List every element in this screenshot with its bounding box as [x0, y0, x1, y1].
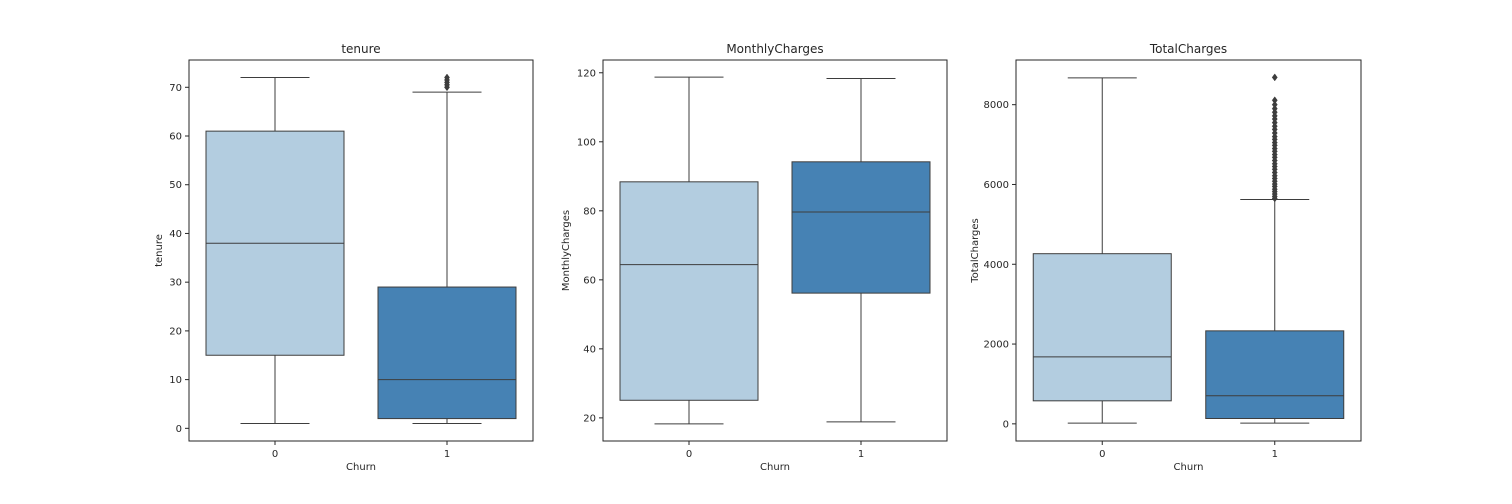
box-1 [791, 77, 931, 423]
x-tick-label: 1 [1272, 449, 1278, 460]
iqr-box [377, 286, 517, 420]
outlier-point [444, 73, 450, 82]
plot-frame [1015, 59, 1362, 442]
y-tick-label: 20 [169, 326, 182, 337]
y-tick-label: 4000 [984, 260, 1009, 271]
x-tick-label: 1 [858, 449, 864, 460]
y-tick-label: 2000 [984, 340, 1009, 351]
plot-frame [188, 59, 534, 442]
y-tick-label: 10 [169, 375, 182, 386]
iqr-box [791, 161, 931, 294]
outlier-point [1271, 73, 1278, 82]
x-tick-label: 0 [272, 449, 278, 460]
panel-1: MonthlyCharges 20 40 60 80 100 120 0 1 Churn Month… [561, 42, 948, 473]
x-axis-label: Churn [760, 462, 790, 473]
plot-frame [602, 59, 948, 442]
iqr-box [1032, 253, 1172, 402]
box-0 [205, 77, 345, 424]
x-tick-label: 0 [686, 449, 692, 460]
y-axis-label: tenure [154, 234, 165, 267]
y-tick-label: 8000 [984, 100, 1009, 111]
iqr-box [1205, 330, 1345, 419]
panel-2: TotalCharges 0 2000 4000 6000 8000 0 1 Churn Tota… [970, 42, 1362, 473]
panel-0: tenure 0 10 20 30 40 50 60 70 0 1 Churn tenure [154, 42, 534, 473]
y-tick-label: 6000 [984, 180, 1009, 191]
panel-title: MonthlyCharges [726, 42, 823, 56]
outlier-point [1271, 96, 1278, 105]
y-tick-label: 80 [583, 206, 596, 217]
box-1 [377, 73, 517, 424]
outlier-point [1271, 100, 1278, 109]
iqr-box [619, 181, 759, 401]
y-tick-label: 40 [169, 229, 182, 240]
y-tick-label: 0 [176, 424, 182, 435]
box-1 [1205, 73, 1345, 424]
x-tick-label: 1 [444, 449, 450, 460]
x-axis-label: Churn [346, 462, 376, 473]
y-axis-label: MonthlyCharges [561, 210, 572, 291]
panel-title: TotalCharges [1149, 42, 1227, 56]
x-tick-label: 0 [1099, 449, 1105, 460]
y-tick-label: 120 [577, 68, 596, 79]
y-tick-label: 70 [169, 83, 182, 94]
box-0 [619, 76, 759, 425]
y-tick-label: 40 [583, 344, 596, 355]
outlier-point [1271, 104, 1278, 113]
y-tick-label: 60 [583, 275, 596, 286]
y-tick-label: 20 [583, 413, 596, 424]
box-0 [1032, 77, 1172, 424]
panel-title: tenure [341, 42, 380, 56]
y-tick-label: 60 [169, 132, 182, 143]
y-tick-label: 50 [169, 180, 182, 191]
y-tick-label: 100 [577, 137, 596, 148]
x-axis-label: Churn [1174, 462, 1204, 473]
y-axis-label: TotalCharges [970, 218, 981, 283]
y-tick-label: 30 [169, 278, 182, 289]
y-tick-label: 0 [1003, 419, 1009, 430]
